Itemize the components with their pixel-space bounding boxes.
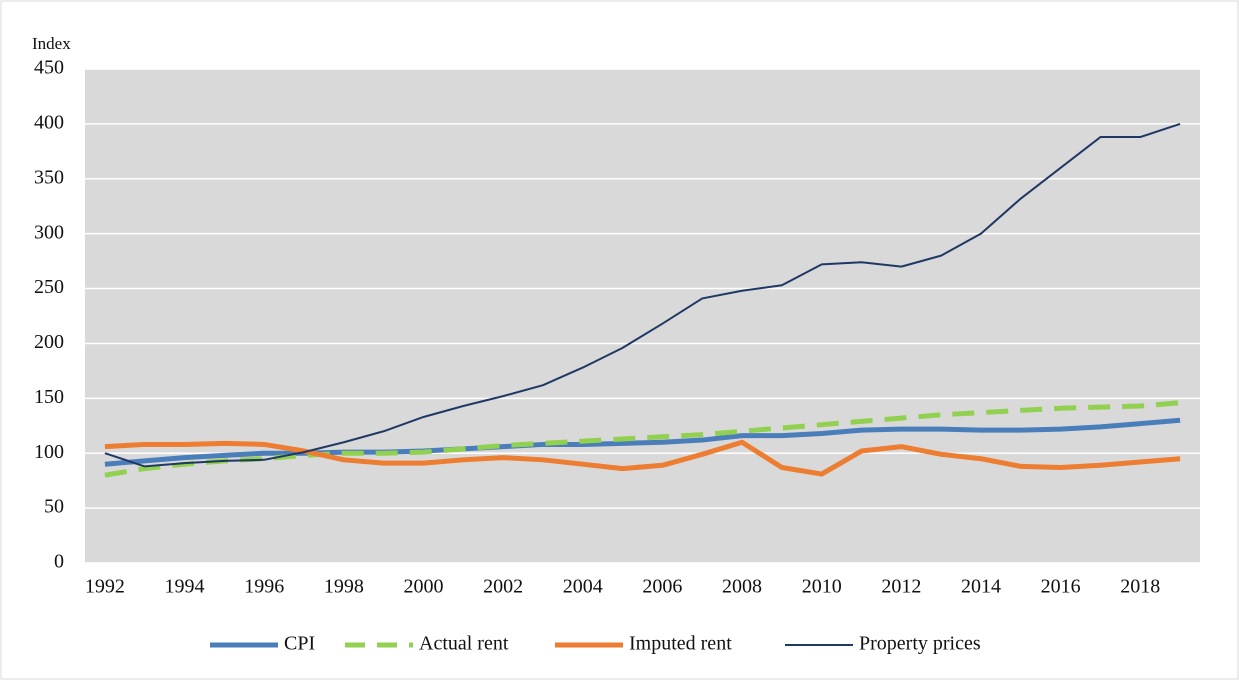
x-tick-label: 2014 <box>961 576 1001 598</box>
x-tick-label: 2010 <box>802 576 842 598</box>
x-tick-label: 2006 <box>642 576 682 598</box>
x-tick-label: 2016 <box>1041 576 1081 598</box>
x-tick-label: 1996 <box>244 576 284 598</box>
y-tick-label: 0 <box>54 551 64 573</box>
x-tick-label: 2018 <box>1120 576 1160 598</box>
x-tick-label: 2008 <box>722 576 762 598</box>
y-tick-label: 450 <box>34 57 64 79</box>
y-tick-label: 300 <box>34 221 64 243</box>
x-tick-label: 1998 <box>324 576 364 598</box>
legend-label: CPI <box>284 633 315 655</box>
series-line <box>104 417 1181 467</box>
x-tick-label: 2002 <box>483 576 523 598</box>
legend-label: Property prices <box>859 633 981 655</box>
x-tick-label: 2004 <box>563 576 603 598</box>
series-line <box>104 400 1181 478</box>
x-tick-label: 1994 <box>165 576 205 598</box>
y-tick-label: 150 <box>34 386 64 408</box>
legend-label: Imputed rent <box>629 633 732 655</box>
series-line <box>104 122 1181 468</box>
y-tick-label: 100 <box>34 441 64 463</box>
plot-area <box>85 69 1200 563</box>
x-tick-label: 2000 <box>403 576 443 598</box>
y-tick-label: 250 <box>34 276 64 298</box>
series-line <box>104 439 1181 477</box>
y-tick-label: 400 <box>34 111 64 133</box>
legend-label: Actual rent <box>419 633 509 655</box>
y-axis-label: Index <box>32 34 71 53</box>
x-tick-label: 1992 <box>85 576 125 598</box>
y-tick-label: 350 <box>34 166 64 188</box>
y-tick-label: 50 <box>44 496 64 518</box>
y-tick-label: 200 <box>34 331 64 353</box>
x-tick-label: 2012 <box>881 576 921 598</box>
